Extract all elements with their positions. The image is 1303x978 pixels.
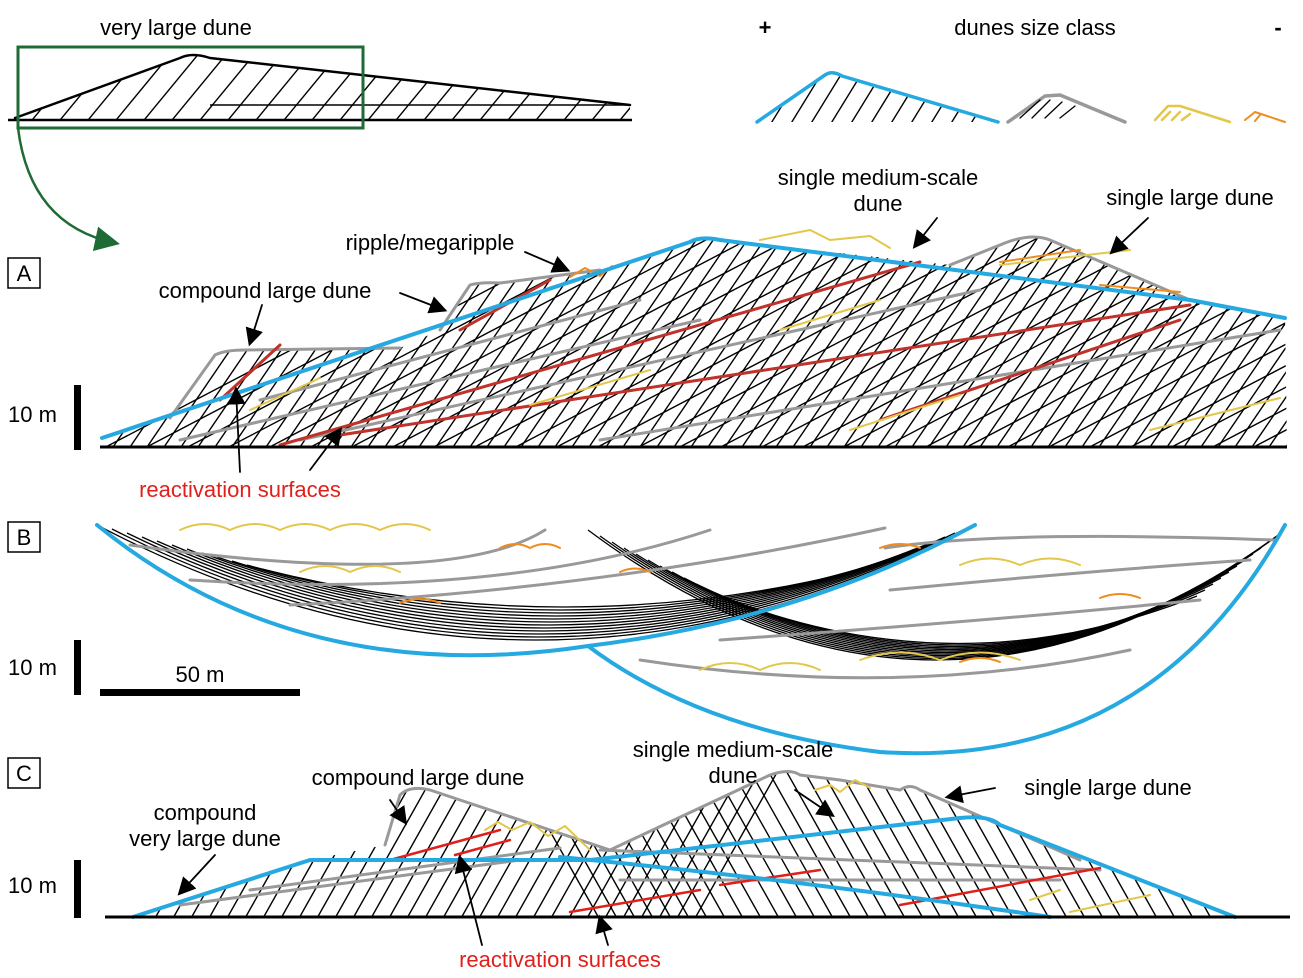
scale-bar: [74, 860, 81, 918]
cross-strata: [196, 40, 266, 125]
cross-strata: [280, 40, 350, 125]
cross-strata: [1284, 230, 1303, 450]
label: compound large dune: [312, 765, 525, 790]
cross-strata: [1043, 230, 1303, 450]
very-large-dune-outline: [133, 817, 1235, 917]
cross-strata: [140, 40, 210, 125]
scale-label: 10 m: [8, 873, 57, 898]
cross-strata: [111, 230, 261, 450]
size-minus: -: [1274, 15, 1281, 40]
size-plus: +: [759, 15, 772, 40]
size-small: [1245, 112, 1285, 122]
size-strata: [750, 60, 1030, 125]
label: reactivation surfaces: [139, 477, 341, 502]
figure: very large dune + dunes size class - A 1…: [0, 0, 1303, 978]
cross-strata: [252, 40, 322, 125]
cross-strata: [141, 230, 561, 450]
cross-strata: [224, 40, 294, 125]
cross-strata: [469, 230, 889, 450]
cross-strata: [84, 40, 154, 125]
scale-bar: [74, 640, 81, 695]
scale-label: 50 m: [176, 662, 225, 687]
cross-strata: [1233, 230, 1303, 450]
inset-dune: [15, 55, 630, 118]
cross-strata: [790, 60, 830, 125]
inset-strata: [0, 40, 686, 125]
cross-strata: [308, 40, 378, 125]
cross-strata: [532, 40, 602, 125]
label: single large dune: [1024, 775, 1192, 800]
size-large: [1008, 95, 1125, 122]
cross-strata: [715, 230, 1135, 450]
trough-outline: [97, 525, 1285, 753]
cross-strata: [168, 40, 238, 125]
cross-strata: [336, 40, 406, 125]
length-bar: [100, 689, 300, 696]
cross-strata: [859, 230, 1009, 450]
cross-strata: [850, 60, 890, 125]
cross-strata: [798, 760, 888, 920]
cross-strata: [448, 40, 518, 125]
cross-strata: [510, 230, 930, 450]
cross-strata: [750, 60, 790, 125]
cross-strata: [810, 60, 850, 125]
cross-strata: [930, 60, 970, 125]
cross-strata: [230, 230, 380, 450]
cross-strata: [560, 40, 630, 125]
cross-strata: [112, 40, 182, 125]
cross-strata: [504, 40, 574, 125]
cross-strata: [588, 40, 658, 125]
cross-strata: [1063, 230, 1213, 450]
label: reactivation surfaces: [459, 947, 661, 972]
cross-strata: [476, 40, 546, 125]
cross-strata: [910, 60, 950, 125]
scale-label: 10 m: [8, 402, 57, 427]
size-medium: [1155, 106, 1230, 122]
label: compound large dune: [159, 278, 372, 303]
cross-strata: [616, 40, 686, 125]
cross-strata: [1250, 230, 1303, 450]
cross-strata: [600, 760, 690, 920]
cross-strata: [349, 230, 499, 450]
cross-strata: [1165, 230, 1303, 450]
bounding-surfaces: [170, 237, 1280, 440]
cross-strata: [706, 230, 856, 450]
cross-strata: [920, 230, 1303, 450]
zoom-arrow: [18, 128, 115, 243]
medium-dune-sets: [250, 230, 1280, 430]
cross-strata: [910, 230, 1060, 450]
panel-letter: C: [16, 761, 32, 786]
cross-strata: [770, 60, 810, 125]
cross-strata: [213, 230, 363, 450]
cross-strata: [0, 40, 70, 125]
size-very-large: [757, 73, 998, 122]
inset-title: very large dune: [100, 15, 252, 40]
cross-strata: [1012, 230, 1162, 450]
size-title: dunes size class: [954, 15, 1115, 40]
cross-strata: [28, 40, 98, 125]
panel-letter: A: [17, 261, 32, 286]
scale-bar: [74, 385, 81, 450]
cross-strata: [924, 760, 1014, 920]
cross-strata: [830, 60, 870, 125]
cross-strata: [60, 230, 210, 450]
scale-label: 10 m: [8, 655, 57, 680]
strata-b: [97, 525, 1285, 660]
label: ripple/megaripple: [346, 230, 515, 255]
cross-strata: [196, 230, 346, 450]
cross-strata: [550, 760, 640, 920]
cross-strata: [927, 230, 1077, 450]
cross-strata: [689, 230, 839, 450]
cross-strata: [1289, 230, 1303, 450]
panel-letter: B: [17, 525, 32, 550]
label: single large dune: [1106, 185, 1274, 210]
cross-strata: [179, 230, 329, 450]
cross-strata: [514, 760, 604, 920]
